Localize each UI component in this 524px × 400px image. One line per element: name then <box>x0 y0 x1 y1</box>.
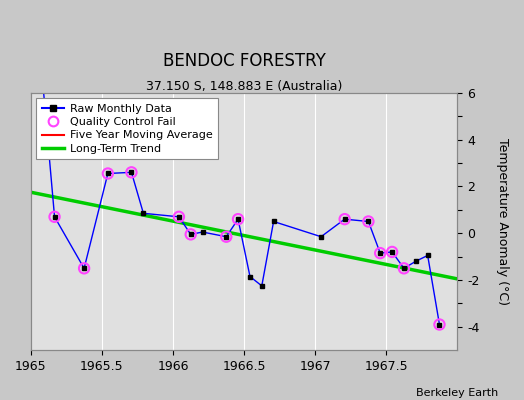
Title: 37.150 S, 148.883 E (Australia): 37.150 S, 148.883 E (Australia) <box>146 80 342 93</box>
Point <box>341 216 349 222</box>
Point <box>388 249 396 255</box>
Point <box>187 231 195 238</box>
Point <box>80 265 89 272</box>
Text: Berkeley Earth: Berkeley Earth <box>416 388 498 398</box>
Point <box>364 218 373 225</box>
Text: BENDOC FORESTRY: BENDOC FORESTRY <box>162 52 325 70</box>
Legend: Raw Monthly Data, Quality Control Fail, Five Year Moving Average, Long-Term Tren: Raw Monthly Data, Quality Control Fail, … <box>36 98 218 159</box>
Y-axis label: Temperature Anomaly (°C): Temperature Anomaly (°C) <box>496 138 509 305</box>
Point <box>50 214 59 220</box>
Point <box>222 234 231 240</box>
Point <box>104 170 112 177</box>
Point <box>174 214 183 220</box>
Point <box>435 321 444 328</box>
Point <box>400 265 408 272</box>
Point <box>234 216 242 222</box>
Point <box>127 169 136 176</box>
Point <box>376 250 385 256</box>
